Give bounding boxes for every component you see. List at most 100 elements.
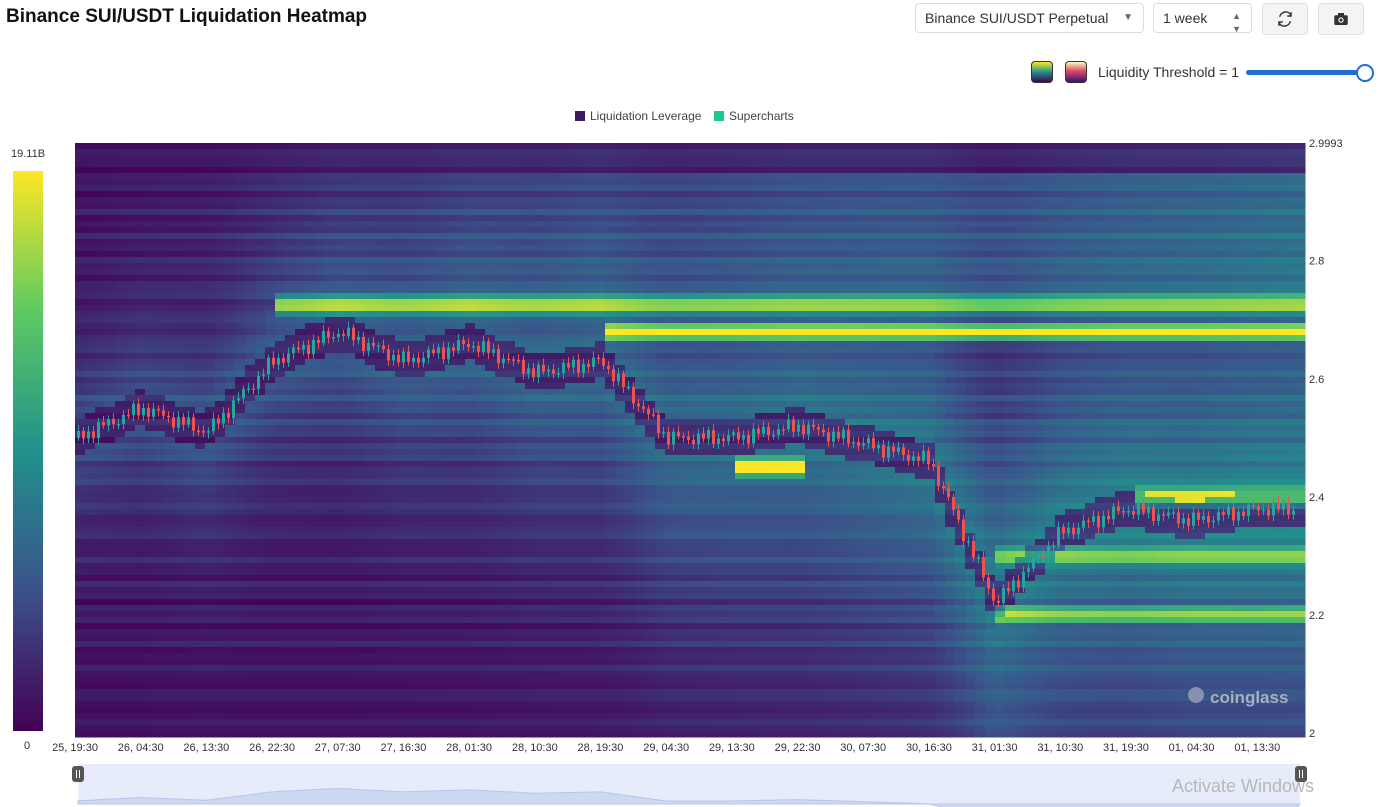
heatmap-cell (185, 161, 196, 168)
heatmap-cell (135, 359, 146, 366)
heatmap-cell (375, 215, 386, 222)
heatmap-cell (245, 521, 256, 528)
heatmap-cell (75, 503, 86, 510)
heatmap-cell (555, 257, 566, 264)
heatmap-cell (375, 557, 386, 564)
heatmap-cell (215, 563, 226, 570)
heatmap-cell (295, 287, 306, 294)
heatmap-cell (285, 341, 296, 348)
heatmap-cell (125, 227, 136, 234)
heatmap-cell (445, 467, 456, 474)
heatmap-cell (155, 659, 166, 666)
heatmap-cell (575, 161, 586, 168)
heatmap-cell (195, 335, 206, 342)
heatmap-cell (155, 581, 166, 588)
heatmap-cell (95, 569, 106, 576)
heatmap-cell (75, 569, 86, 576)
heatmap-cell (365, 587, 376, 594)
heatmap-cell (395, 365, 406, 372)
heatmap-cell (285, 503, 296, 510)
heatmap-cell (235, 503, 246, 510)
heatmap-cell (125, 293, 136, 300)
heatmap-cell (115, 449, 126, 456)
heatmap-cell (215, 683, 226, 690)
heatmap-cell (75, 689, 86, 696)
threshold-slider[interactable] (1246, 70, 1364, 75)
heatmap-cell (485, 611, 496, 618)
heatmap-cell (105, 305, 116, 312)
heatmap-cell (115, 395, 126, 402)
heatmap-cell (495, 509, 506, 516)
heatmap-cell (425, 557, 436, 564)
heatmap-cell (135, 569, 146, 576)
heatmap-cell (515, 449, 526, 456)
heatmap-cell (235, 569, 246, 576)
heatmap-cell (525, 611, 536, 618)
heatmap-cell (545, 563, 556, 570)
heatmap-cell (75, 335, 86, 342)
screenshot-button[interactable] (1318, 3, 1364, 35)
heatmap-cell (515, 431, 526, 438)
heatmap-cell (455, 635, 466, 642)
heatmap-cell (515, 719, 526, 726)
heatmap-cell (125, 323, 136, 330)
heatmap-cell (455, 197, 466, 204)
legend-item-supercharts[interactable]: Supercharts (714, 109, 794, 123)
heatmap-cell (535, 467, 546, 474)
heatmap-cell (125, 251, 136, 258)
heatmap-cell (505, 197, 516, 204)
heatmap-cell (455, 395, 466, 402)
heatmap-cell (565, 365, 576, 372)
heatmap-cell (255, 257, 266, 264)
heatmap-cell (155, 347, 166, 354)
heatmap-cell (465, 599, 476, 606)
heatmap-cell (525, 317, 536, 324)
heatmap-cell (415, 569, 426, 576)
heatmap-cell (155, 419, 166, 426)
legend-item-liquidation-leverage[interactable]: Liquidation Leverage (575, 109, 701, 123)
heatmap-cell (345, 437, 356, 444)
heatmap-cell (475, 161, 486, 168)
heatmap-cell (265, 281, 276, 288)
heatmap-cell (315, 353, 326, 360)
heatmap-cell (175, 311, 186, 318)
heatmap-cell (525, 659, 536, 666)
heatmap-cell (325, 689, 336, 696)
heatmap-cell (485, 581, 496, 588)
range-select[interactable]: 1 week ▲ ▼ (1153, 3, 1252, 34)
heatmap-cell (515, 683, 526, 690)
heatmap-cell (515, 179, 526, 186)
heatmap-cell (315, 329, 326, 336)
heatmap-cell (495, 491, 506, 498)
heatmap-cell (125, 485, 136, 492)
heatmap-cell (315, 395, 326, 402)
pair-select[interactable]: Binance SUI/USDT Perpetual ▼ (915, 3, 1144, 33)
heatmap-cell (485, 239, 496, 246)
heatmap-cell (185, 257, 196, 264)
heatmap-cell (225, 515, 236, 522)
heatmap-cell (245, 509, 256, 516)
heatmap-cell (285, 365, 296, 372)
heatmap-cell (245, 665, 256, 672)
refresh-button[interactable] (1262, 3, 1308, 35)
heatmap-cell (115, 683, 126, 690)
magma-palette-button[interactable] (1065, 61, 1087, 83)
heatmap-cell (245, 287, 256, 294)
heatmap-cell (535, 203, 546, 210)
heatmap-cell (95, 683, 106, 690)
heatmap-cell (415, 683, 426, 690)
heatmap-cell (415, 587, 426, 594)
viridis-palette-button[interactable] (1031, 61, 1053, 83)
heatmap-cell (465, 371, 476, 378)
heatmap-cell (95, 707, 106, 714)
heatmap-cell (255, 167, 266, 174)
heatmap-cell (245, 569, 256, 576)
heatmap-cell (385, 179, 396, 186)
heatmap-cell (325, 515, 336, 522)
threshold-slider-handle[interactable] (1356, 64, 1374, 82)
heatmap-cell (145, 659, 156, 666)
heatmap-cell (275, 257, 286, 264)
heatmap-cell (565, 707, 576, 714)
heatmap-cell (285, 485, 296, 492)
